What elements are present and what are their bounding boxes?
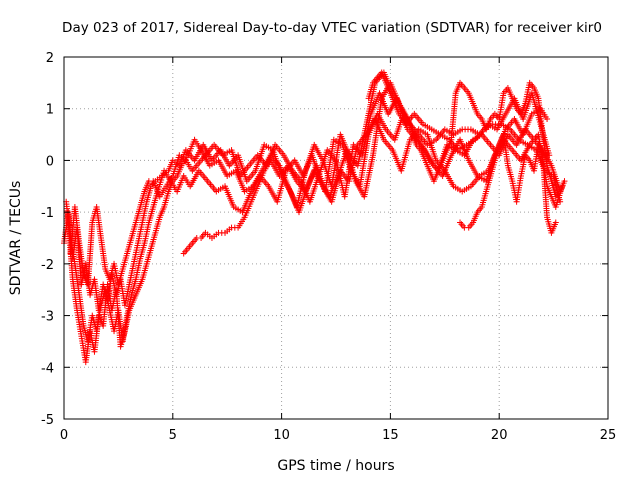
y-tick-label: 2: [46, 51, 54, 66]
data-points: [61, 69, 568, 366]
y-axis-label: SDTVAR / TECUs: [8, 181, 24, 296]
data-point: [561, 178, 568, 185]
y-tick-label: 0: [46, 154, 54, 169]
y-tick-label: -4: [41, 361, 54, 376]
x-tick-label: 0: [60, 428, 68, 443]
x-tick-label: 25: [600, 428, 617, 443]
y-tick-label: -2: [41, 258, 54, 273]
data-point: [557, 198, 564, 205]
data-point: [544, 116, 551, 123]
y-tick-label: 1: [46, 103, 54, 118]
y-tick-label: -1: [41, 206, 54, 221]
x-tick-label: 20: [491, 428, 508, 443]
data-point: [552, 219, 559, 226]
chart-title: Day 023 of 2017, Sidereal Day-to-day VTE…: [62, 20, 602, 36]
x-tick-label: 10: [273, 428, 290, 443]
x-tick-label: 5: [169, 428, 177, 443]
x-tick-label: 15: [382, 428, 399, 443]
y-tick-label: -5: [41, 413, 54, 428]
data-point: [546, 152, 553, 159]
x-axis-label: GPS time / hours: [277, 458, 394, 474]
y-tick-label: -3: [41, 310, 54, 325]
plot-frame: [63, 56, 609, 420]
